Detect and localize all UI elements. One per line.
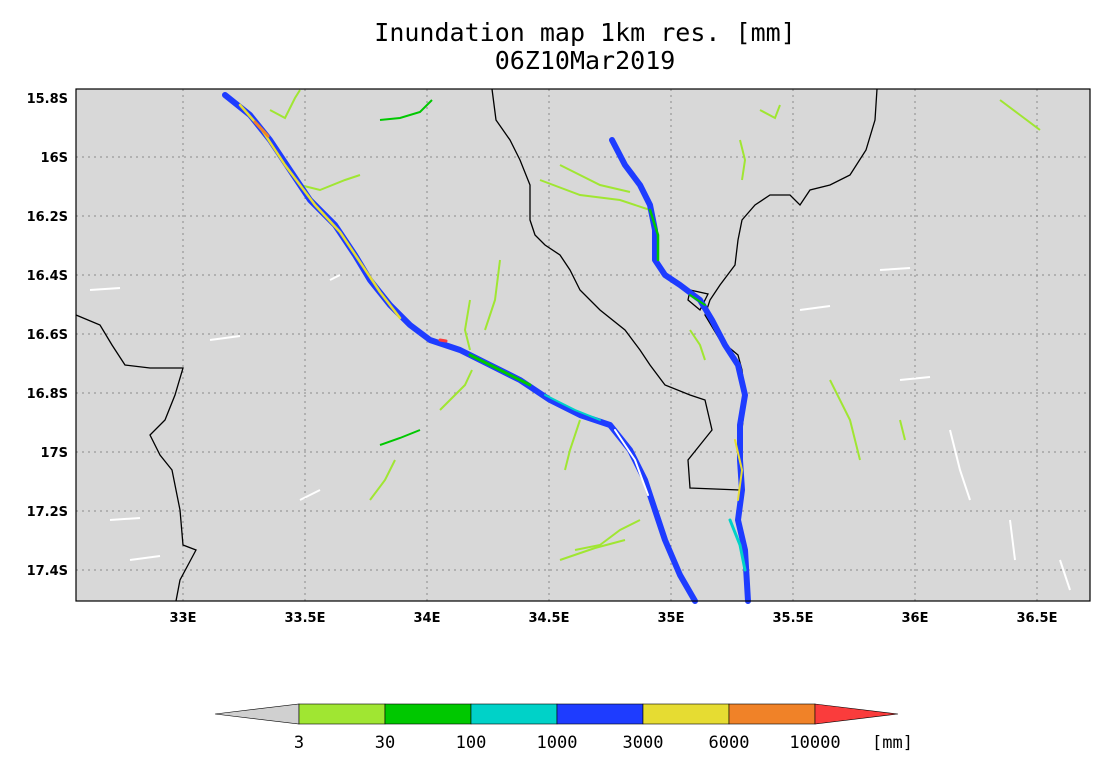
map-frame (75, 88, 1091, 602)
lon-label: 33.5E (285, 611, 326, 626)
river-shire (609, 137, 751, 604)
lat-label: 17.4S (27, 564, 68, 579)
latitude-axis: 15.8S 16S 16.2S 16.4S 16.6S 16.8S 17S 17… (27, 92, 68, 579)
colorbar-bin (642, 703, 730, 725)
colorbar-tick-label: 1000 (537, 733, 578, 753)
lon-label: 33E (170, 611, 197, 626)
colorbar-tick-label: 3 (294, 733, 304, 753)
lat-label: 16.8S (27, 387, 68, 402)
lat-label: 16.6S (27, 328, 68, 343)
lon-label: 34E (414, 611, 441, 626)
colorbar-tick-label: 3000 (623, 733, 664, 753)
white-specks (89, 267, 1071, 591)
colorbar-bin (470, 703, 558, 725)
lat-label: 16.4S (27, 269, 68, 284)
lon-label: 35E (658, 611, 685, 626)
colorbar-tick-label: 30 (375, 733, 395, 753)
lon-label: 34.5E (529, 611, 570, 626)
colorbar-bin (728, 703, 816, 725)
lat-label: 16.2S (27, 210, 68, 225)
lon-label: 35.5E (773, 611, 814, 626)
colorbar-under-arrow (214, 703, 300, 725)
colorbar-tick-label: 100 (456, 733, 487, 753)
colorbar: 3 30 100 1000 3000 6000 10000 [mm] (214, 703, 913, 753)
colorbar-bin (298, 703, 386, 725)
colorbar-bin (384, 703, 472, 725)
map-gridlines (76, 89, 1090, 601)
map-timestamp: 06Z10Mar2019 (494, 46, 676, 75)
lat-label: 17S (41, 446, 68, 461)
river-zambezi (222, 92, 698, 604)
longitude-axis: 33E 33.5E 34E 34.5E 35E 35.5E 36E 36.5E (170, 611, 1058, 626)
minor-streams (269, 89, 1041, 561)
colorbar-unit-label: [mm] (872, 733, 913, 753)
lon-label: 36E (902, 611, 929, 626)
lat-label: 16S (41, 151, 68, 166)
colorbar-tick-label: 6000 (709, 733, 750, 753)
colorbar-bin (556, 703, 644, 725)
lat-label: 17.2S (27, 505, 68, 520)
colorbar-tick-label: 10000 (789, 733, 840, 753)
lat-label: 15.8S (27, 92, 68, 107)
colorbar-over-arrow (814, 703, 899, 725)
map-title: Inundation map 1km res. [mm] (374, 18, 796, 47)
map-plot-area (76, 89, 1090, 601)
lon-label: 36.5E (1017, 611, 1058, 626)
